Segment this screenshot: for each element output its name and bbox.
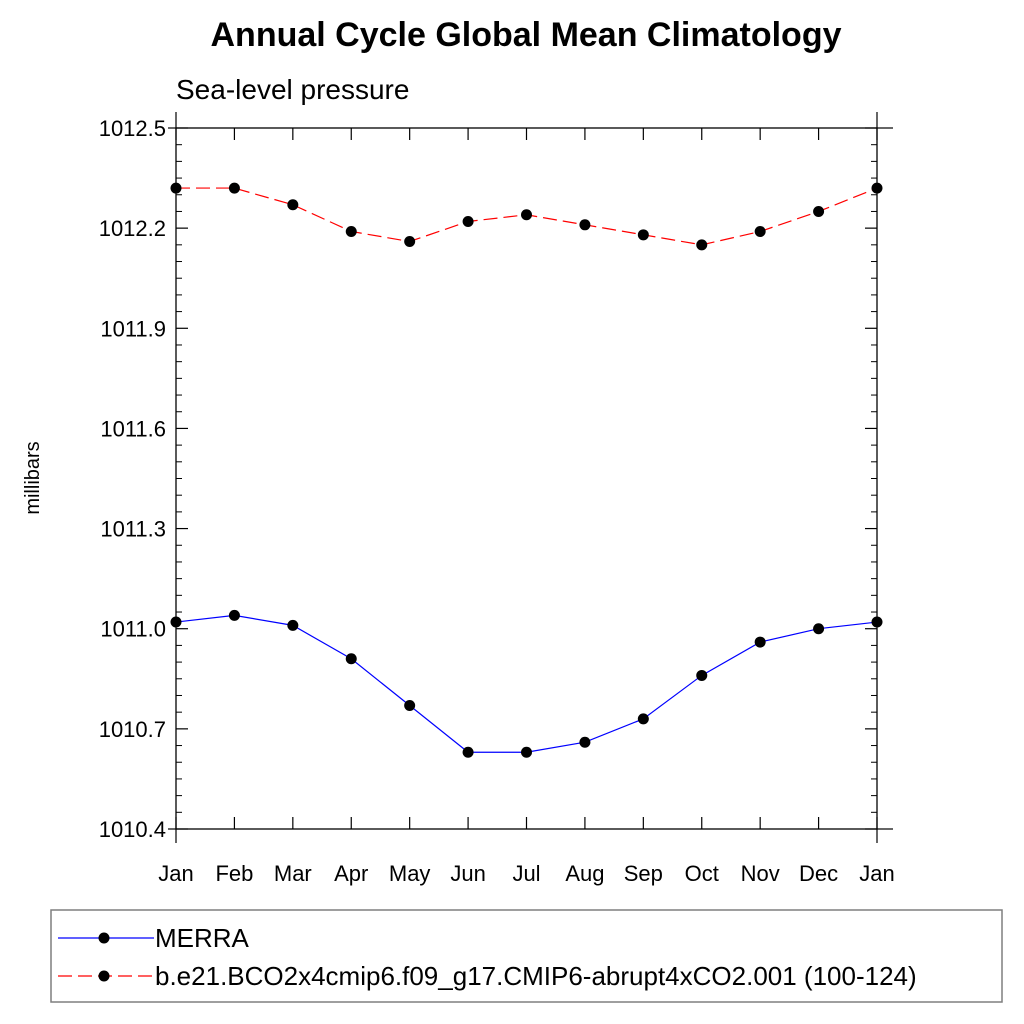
data-point — [871, 182, 883, 194]
data-point — [345, 653, 357, 665]
y-tick-label: 1011.0 — [100, 617, 166, 642]
series-layer — [170, 182, 883, 758]
x-tick-label: Jul — [512, 861, 540, 886]
y-tick-label: 1011.3 — [100, 517, 166, 542]
x-tick-label: Jan — [158, 861, 193, 886]
x-tick-label: Dec — [799, 861, 838, 886]
data-point — [521, 209, 532, 221]
chart-title: Annual Cycle Global Mean Climatology — [211, 16, 842, 54]
data-point — [345, 225, 357, 237]
legend-box — [50, 909, 1003, 1003]
x-tick-label: Apr — [334, 861, 368, 886]
data-point — [579, 219, 591, 231]
x-tick-label: Aug — [565, 861, 604, 886]
data-point — [404, 699, 416, 711]
x-tick-label: Mar — [274, 861, 312, 886]
data-point — [754, 225, 766, 237]
data-point — [579, 736, 591, 748]
y-tick-label: 1011.9 — [100, 316, 166, 341]
legend: MERRA b.e21.BCO2x4cmip6.f09_g17.CMIP6-abr… — [58, 923, 917, 991]
data-point — [287, 199, 299, 211]
data-point — [696, 239, 708, 251]
legend-label-1: b.e21.BCO2x4cmip6.f09_g17.CMIP6-abrupt4x… — [155, 961, 917, 991]
data-point — [228, 609, 240, 621]
x-tick-label: Jan — [859, 861, 894, 886]
y-tick-label: 1010.4 — [99, 817, 166, 842]
data-point — [637, 713, 649, 725]
data-point — [287, 619, 299, 631]
y-tick-label: 1010.7 — [99, 717, 166, 742]
data-point — [170, 616, 182, 628]
data-point — [754, 636, 766, 648]
data-point — [637, 229, 649, 241]
x-tick-label: Feb — [215, 861, 253, 886]
data-point — [228, 182, 240, 194]
plot-frame — [175, 127, 878, 830]
legend-marker-0 — [98, 932, 110, 944]
legend-marker-1 — [98, 970, 110, 982]
legend-label-0: MERRA — [155, 923, 250, 953]
data-point — [404, 235, 416, 247]
data-point — [813, 205, 825, 217]
data-point — [813, 623, 825, 635]
data-point — [696, 669, 708, 681]
series-line-0 — [175, 614, 878, 753]
x-tick-label: Sep — [624, 861, 663, 886]
x-tick-label: May — [389, 861, 431, 886]
data-point — [462, 746, 474, 758]
y-tick-label: 1011.6 — [100, 416, 166, 441]
chart-subtitle: Sea-level pressure — [176, 74, 409, 105]
data-point — [521, 746, 532, 758]
data-point — [462, 215, 474, 227]
y-tick-label: 1012.2 — [99, 216, 166, 241]
data-point — [170, 182, 182, 194]
data-point — [871, 616, 883, 628]
axis-ticks: 1010.4 1010.7 1011.0 1011.3 1011.6 1011.9 1012… — [99, 112, 895, 886]
x-tick-label: Oct — [685, 861, 719, 886]
x-tick-label: Jun — [450, 861, 485, 886]
x-tick-label: Nov — [741, 861, 780, 886]
y-tick-label: 1012.5 — [99, 116, 166, 141]
y-axis-label: millibars — [22, 441, 44, 514]
